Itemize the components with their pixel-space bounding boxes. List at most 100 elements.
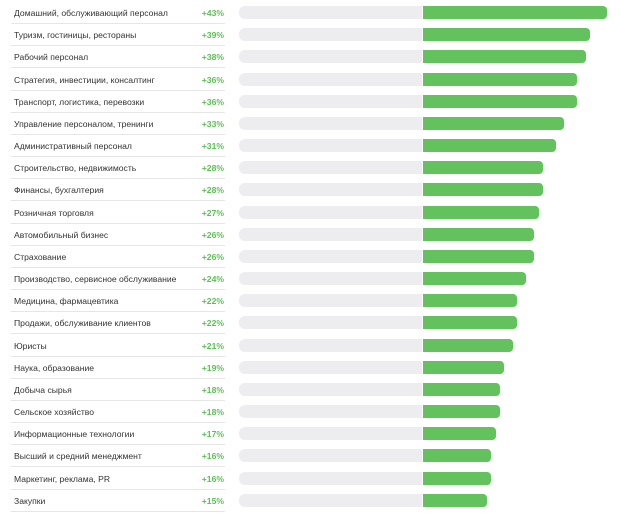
row-divider	[11, 178, 225, 180]
row-divider	[11, 444, 225, 446]
bar-track	[239, 294, 422, 308]
data-label: +26%	[201, 251, 224, 262]
row-divider	[11, 111, 225, 113]
bar-track	[239, 427, 422, 441]
category-label: Стратегия, инвестиции, консалтинг	[14, 74, 155, 85]
chart-row: Наука, образование +19%	[0, 357, 620, 379]
bar	[423, 427, 496, 441]
chart-row: Автомобильный бизнес +26%	[0, 224, 620, 246]
bar-track	[239, 50, 422, 64]
bar-track	[239, 249, 422, 263]
data-label: +18%	[201, 384, 224, 395]
chart-row: Высший и средний менеджмент +16%	[0, 445, 620, 468]
bar	[423, 205, 539, 219]
bar-track	[239, 405, 422, 419]
chart-row: Страхование +26%	[0, 246, 620, 268]
bar	[423, 116, 565, 130]
bar	[423, 449, 492, 463]
category-label: Строительство, недвижимость	[14, 163, 137, 174]
bar	[423, 493, 488, 507]
category-label: Маркетинг, реклама, PR	[14, 473, 111, 484]
bar-track	[239, 72, 422, 86]
data-label: +21%	[201, 340, 224, 351]
row-divider	[11, 333, 225, 335]
bar	[423, 50, 586, 64]
chart-row: Розничная торговля +27%	[0, 202, 620, 224]
row-divider	[11, 289, 225, 291]
chart-row: Маркетинг, реклама, PR +16%	[0, 468, 620, 490]
bar-track	[239, 382, 422, 396]
chart-row: Стратегия, инвестиции, консалтинг +36%	[0, 69, 620, 91]
chart-row: Финансы, бухгалтерия +28%	[0, 179, 620, 202]
category-label: Наука, образование	[14, 362, 95, 373]
row-divider	[11, 510, 225, 512]
category-label: Медицина, фармацевтика	[14, 296, 119, 307]
data-label: +28%	[201, 185, 224, 196]
row-divider	[11, 422, 225, 424]
category-label: Информационные технологии	[14, 429, 135, 440]
bar	[423, 6, 607, 19]
bar-track	[239, 272, 422, 286]
bar	[423, 94, 578, 108]
data-label: +28%	[201, 163, 224, 174]
row-divider	[11, 377, 225, 379]
bar-track	[239, 360, 422, 374]
bar-track	[239, 28, 422, 42]
bar	[423, 272, 526, 286]
category-label: Продажи, обслуживание клиентов	[14, 318, 151, 329]
bar-track	[239, 338, 422, 352]
bar	[423, 183, 543, 197]
bar-track	[239, 6, 422, 19]
chart-row: Производство, сервисное обслуживание +24%	[0, 268, 620, 291]
bar	[423, 471, 492, 485]
data-label: +27%	[201, 207, 224, 218]
bar	[423, 161, 543, 175]
data-label: +33%	[201, 118, 224, 129]
bar-track	[239, 227, 422, 241]
bar-track	[239, 205, 422, 219]
bar	[423, 382, 501, 396]
category-label: Высший и средний менеджмент	[14, 451, 142, 462]
bar	[423, 249, 535, 263]
bar-track	[239, 161, 422, 175]
chart-row: Строительство, недвижимость +28%	[0, 157, 620, 180]
data-label: +36%	[201, 74, 224, 85]
row-divider	[11, 45, 225, 47]
bar-track	[239, 493, 422, 507]
row-divider	[11, 67, 225, 69]
bar	[423, 139, 556, 153]
row-divider	[11, 156, 225, 158]
bar-track	[239, 316, 422, 330]
category-label: Юристы	[14, 340, 47, 351]
bar	[423, 72, 578, 86]
chart-row: Информационные технологии +17%	[0, 423, 620, 446]
row-divider	[11, 89, 225, 91]
bar	[423, 227, 535, 241]
chart-row: Транспорт, логистика, перевозки +36%	[0, 91, 620, 113]
data-label: +18%	[201, 407, 224, 418]
data-label: +39%	[201, 30, 224, 41]
bar-track	[239, 471, 422, 485]
bar	[423, 405, 501, 419]
category-label: Добыча сырья	[14, 384, 72, 395]
chart-row: Рабочий персонал +38%	[0, 46, 620, 69]
category-label: Производство, сервисное обслуживание	[14, 274, 177, 285]
category-label: Автомобильный бизнес	[14, 229, 109, 240]
bar-track	[239, 116, 422, 130]
category-label: Домашний, обслуживающий персонал	[14, 8, 168, 18]
chart-row: Домашний, обслуживающий персонал +43%	[0, 2, 620, 24]
chart-row: Сельское хозяйство +18%	[0, 401, 620, 424]
bar	[423, 360, 505, 374]
data-label: +17%	[201, 429, 224, 440]
row-divider	[11, 133, 225, 135]
category-label: Транспорт, логистика, перевозки	[14, 96, 145, 107]
row-divider	[11, 23, 225, 24]
data-label: +26%	[201, 229, 224, 240]
data-label: +31%	[201, 141, 224, 152]
category-label: Туризм, гостиницы, рестораны	[14, 30, 137, 41]
data-label: +36%	[201, 96, 224, 107]
bar	[423, 338, 513, 352]
data-label: +22%	[201, 296, 224, 307]
row-divider	[11, 244, 225, 246]
